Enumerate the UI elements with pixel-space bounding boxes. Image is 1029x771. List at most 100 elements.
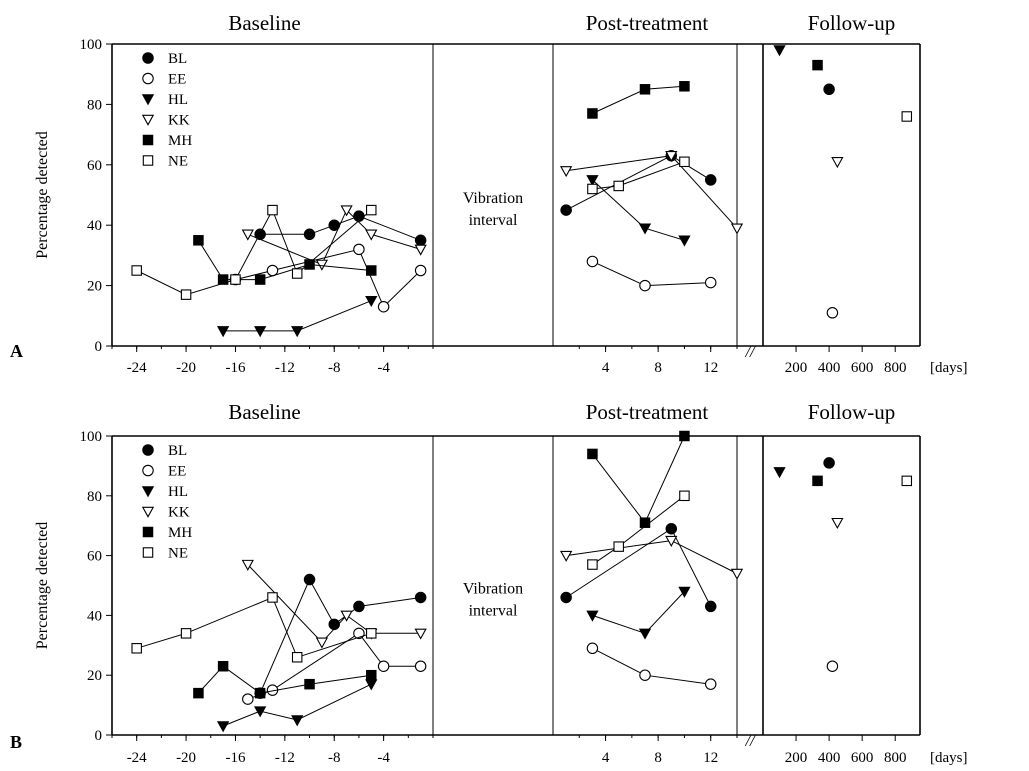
axis-break-mark: // (745, 344, 756, 361)
interval-label: Vibration (463, 190, 523, 207)
data-point (704, 600, 717, 613)
y-tick-label: 20 (87, 668, 102, 684)
data-point (180, 289, 192, 300)
data-point (291, 326, 304, 338)
data-point (665, 535, 678, 547)
data-point (254, 706, 267, 718)
x-tick-label: -20 (176, 360, 196, 376)
data-point (665, 150, 678, 163)
x-tick-label: -12 (275, 360, 295, 376)
series-line (592, 161, 685, 190)
x-tick-label: 4 (602, 360, 610, 376)
series-ne (131, 111, 913, 300)
data-point (586, 175, 599, 187)
data-point (826, 660, 839, 672)
series-line (247, 209, 421, 266)
data-point (901, 475, 913, 487)
y-tick-label: 40 (87, 608, 102, 624)
series-line (592, 591, 685, 634)
series-mh (193, 430, 823, 699)
series-bl (254, 457, 835, 699)
series-line (223, 300, 372, 332)
data-point (267, 204, 278, 216)
data-point (193, 235, 204, 246)
y-tick-label: 0 (95, 339, 103, 355)
legend-label: MH (168, 133, 192, 149)
data-point (366, 265, 377, 276)
x-tick-label: 800 (884, 360, 907, 376)
x-tick-label: 8 (654, 360, 662, 376)
data-point (366, 669, 377, 681)
x-tick-label: 400 (818, 360, 841, 376)
data-point (414, 591, 427, 604)
x-tick-label: -4 (377, 750, 390, 766)
y-tick-label: 80 (87, 97, 102, 113)
x-tick-label: -24 (127, 750, 147, 766)
data-point (353, 243, 365, 256)
data-point (180, 628, 192, 639)
data-point (291, 715, 304, 727)
legend-label: KK (168, 505, 190, 521)
y-tick-label: 60 (87, 549, 102, 565)
data-point (365, 295, 378, 308)
y-tick-label: 0 (95, 728, 103, 744)
data-point (377, 300, 390, 313)
data-point (730, 223, 744, 235)
x-tick-label: -8 (328, 360, 341, 376)
legend-label: BL (168, 443, 187, 459)
interval-label: interval (469, 212, 518, 229)
series-kk (241, 150, 844, 271)
legend-label: EE (168, 464, 186, 480)
y-tick-label: 80 (87, 489, 102, 505)
data-point (586, 255, 599, 268)
y-axis-title: Percentage detected (34, 131, 51, 258)
data-point (414, 244, 427, 256)
data-point (254, 326, 267, 338)
section-title: Baseline (228, 400, 300, 424)
data-point (704, 174, 717, 186)
x-tick-label: 800 (884, 750, 907, 766)
section-title: Post-treatment (586, 11, 709, 35)
x-tick-label: -8 (328, 750, 341, 766)
data-point (678, 586, 691, 598)
data-point (315, 637, 329, 649)
data-point (291, 652, 303, 663)
data-point (826, 307, 839, 319)
legend-marker (142, 52, 154, 64)
data-point (216, 721, 230, 733)
section-title: Post-treatment (586, 400, 709, 424)
data-point (291, 268, 303, 279)
data-point (613, 541, 624, 552)
data-point (560, 204, 572, 216)
y-tick-label: 100 (80, 429, 103, 445)
data-point (241, 229, 254, 241)
data-point (377, 660, 390, 672)
data-point (586, 642, 599, 655)
legend-label: EE (168, 72, 186, 88)
data-point (586, 610, 599, 622)
data-point (414, 264, 427, 277)
data-point (366, 628, 377, 639)
y-tick-label: 20 (87, 279, 102, 295)
data-point (679, 490, 690, 502)
data-point (266, 264, 279, 277)
data-point (254, 687, 266, 699)
x-tick-label: -24 (127, 360, 147, 376)
series-ee (242, 627, 839, 705)
legend-marker (142, 134, 154, 146)
data-point (773, 467, 786, 479)
series-line (136, 208, 372, 296)
y-tick-label: 100 (80, 37, 103, 53)
panel-label: A (10, 341, 23, 361)
data-point (353, 210, 365, 222)
legend-marker (142, 444, 154, 456)
legend-marker (142, 155, 154, 166)
data-point (638, 628, 652, 640)
data-point (365, 229, 378, 241)
data-point (353, 600, 365, 613)
data-point (831, 157, 844, 169)
series-line (592, 435, 685, 524)
data-point (639, 669, 651, 681)
